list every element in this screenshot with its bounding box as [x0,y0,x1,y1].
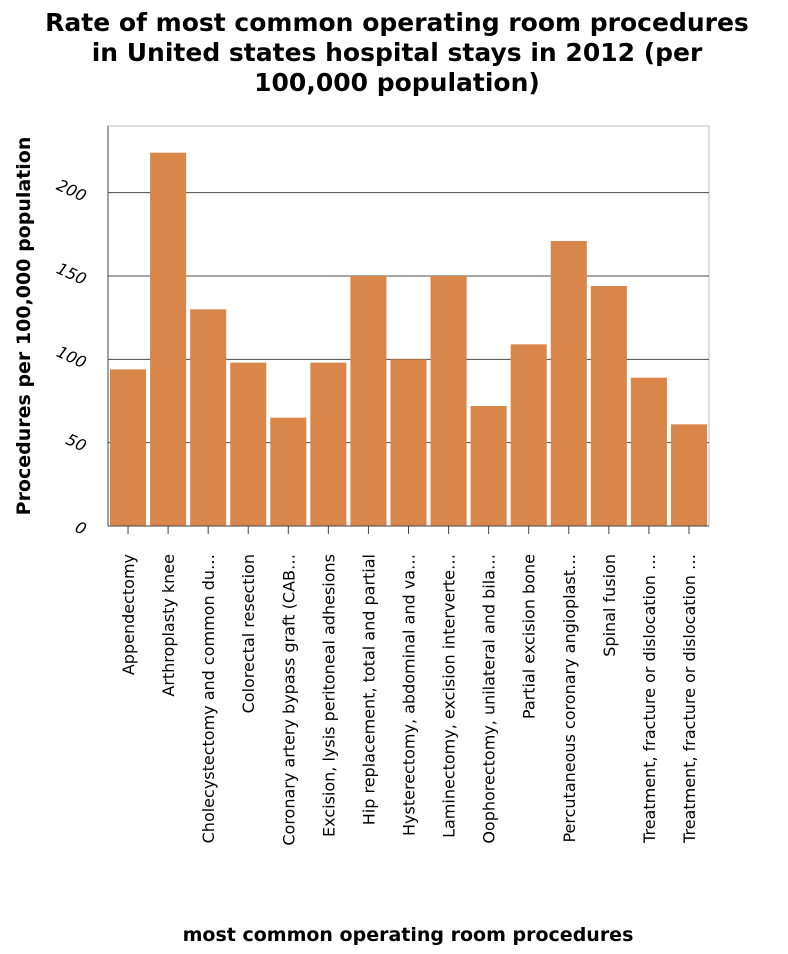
chart-title: Rate of most common operating room proce… [45,8,749,97]
bar [550,241,587,526]
x-axis-title: most common operating room procedures [183,924,634,946]
bar [150,152,187,526]
y-tick-label: 100 [54,342,90,372]
x-tick-label: Partial excision bone [520,554,539,719]
bar [230,362,267,526]
x-tick-label: Hip replacement, total and partial [359,554,378,825]
bar [630,377,667,526]
bar [310,362,347,526]
x-tick-label: Percutaneous coronary angioplast… [560,554,579,843]
x-tick-label: Treatment, fracture or dislocation … [640,554,659,844]
bar [190,309,227,526]
x-tick-label: Appendectomy [119,554,138,675]
bar [470,406,507,526]
x-tick-label: Excision, lysis peritoneal adhesions [319,554,338,837]
y-axis-title: Procedures per 100,000 population [13,137,35,516]
x-tick-label: Oophorectomy, unilateral and bila… [480,554,499,844]
bar [430,276,467,526]
y-tick-label: 0 [72,517,89,539]
bar [510,344,547,526]
bar [670,424,707,526]
chart-title-line-2: in United states hospital stays in 2012 … [92,38,703,67]
bar [110,369,147,526]
x-tick-label: Arthroplasty knee [159,554,178,697]
chart-title-line-3: 100,000 population) [254,68,540,97]
x-tick-label: Laminectomy, excision interverte… [440,554,459,838]
x-tick-label: Spinal fusion [600,554,619,657]
y-tick-label: 50 [63,430,89,456]
x-tick-label: Treatment, fracture or dislocation … [680,554,699,844]
x-tick-labels: Appendectomy Arthroplasty knee Cholecystec… [119,526,699,846]
chart-title-line-1: Rate of most common operating room proce… [45,8,749,37]
y-tick-label: 200 [54,175,90,205]
x-tick-label: Coronary artery bypass graft (CAB… [279,554,298,846]
bar [270,417,307,526]
y-tick-labels: 0 50 100 150 200 [54,175,90,538]
bar [350,276,387,526]
x-tick-label: Hysterectomy, abdominal and va… [400,554,419,836]
x-tick-label: Colorectal resection [239,554,258,713]
x-tick-label: Cholecystectomy and common du… [199,554,218,843]
bar [590,286,627,526]
bar [390,359,427,526]
y-tick-label: 150 [54,259,90,289]
bars [110,152,707,526]
